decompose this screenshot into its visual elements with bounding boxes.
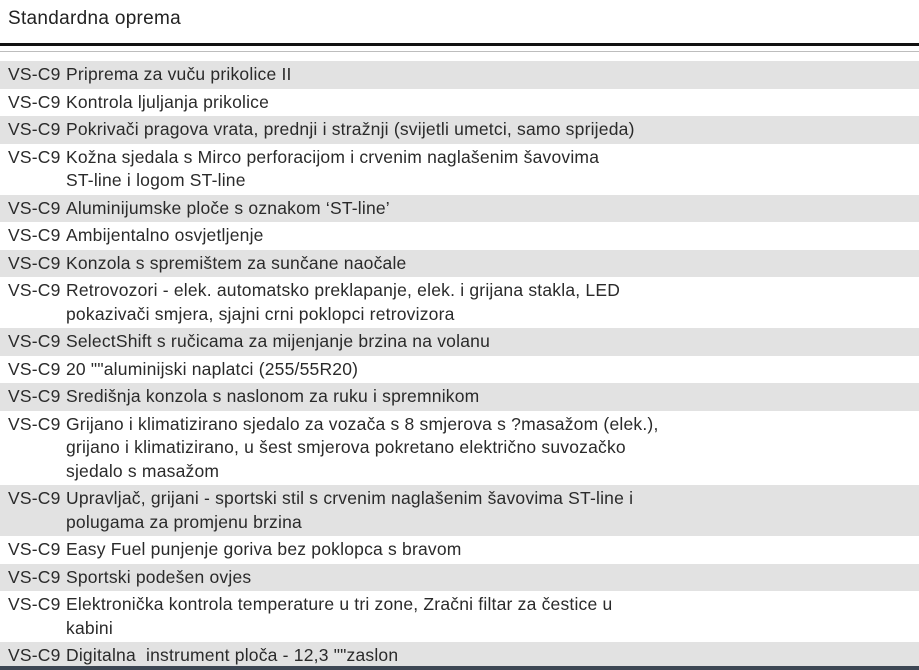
description-line: ST-line i logom ST-line	[66, 170, 246, 190]
row-code: VS-C9	[8, 386, 61, 406]
description-line: Kontrola ljuljanja prikolice	[66, 91, 270, 112]
row-description: 20 ""aluminijski naplatci (255/55R20)	[66, 358, 919, 382]
table-row: VS-C9 Upravljač, grijani - sportski stil …	[0, 485, 919, 536]
row-code: VS-C9	[8, 280, 61, 300]
table-row: VS-C9 Kožna sjedala s Mirco perforacijom …	[0, 144, 919, 195]
row-description: Konzola s spremištem za sunčane naočale	[66, 252, 919, 276]
description-line: Aluminijumske ploče s oznakom ‘ST-line’	[66, 197, 390, 218]
table-row: VS-C9 Aluminijumske ploče s oznakom ‘ST-l…	[0, 194, 919, 222]
table-row: VS-C9 Središnja konzola s naslonom za ruk…	[0, 383, 919, 411]
row-code: VS-C9	[8, 64, 61, 84]
row-code: VS-C9	[8, 594, 61, 614]
header-rule	[0, 43, 919, 52]
row-code: VS-C9	[8, 91, 61, 112]
row-code: VS-C9	[8, 645, 61, 665]
description-line: grijano i klimatizirano, u šest smjerova…	[66, 437, 626, 457]
table-row: VS-C9 Sportski podešen ovjes	[0, 563, 919, 591]
table-row: VS-C9 Ambijentalno osvjetljenje	[0, 222, 919, 250]
row-description: Ambijentalno osvjetljenje	[66, 224, 919, 248]
row-description: Digitalna instrument ploča - 12,3 ""zasl…	[66, 644, 919, 668]
description-line: Upravljač, grijani - sportski stil s crv…	[66, 488, 634, 508]
row-description: Retrovozori - elek. automatsko preklapan…	[66, 279, 919, 326]
equipment-table: VS-C9 Priprema za vuču prikolice II VS-C9 K…	[0, 61, 919, 670]
description-line: pokazivači smjera, sjajni crni poklopci …	[66, 303, 455, 324]
bottom-rule	[0, 666, 919, 670]
row-code: VS-C9	[8, 539, 61, 559]
page-title: Standardna oprema	[8, 8, 182, 29]
row-description: Pokrivači pragova vrata, prednji i straž…	[66, 118, 919, 142]
description-line: kabini	[66, 617, 113, 638]
row-description: Grijano i klimatizirano sjedalo za vozač…	[66, 413, 919, 484]
description-line: Konzola s spremištem za sunčane naočale	[66, 252, 407, 273]
row-code: VS-C9	[8, 119, 61, 139]
description-line: Elektronička kontrola temperature u tri …	[66, 594, 613, 614]
description-line: SelectShift s ručicama za mijenjanje brz…	[66, 331, 491, 351]
row-description: Upravljač, grijani - sportski stil s crv…	[66, 487, 919, 534]
table-row: VS-C9 Kontrola ljuljanja prikolice	[0, 89, 919, 117]
row-code: VS-C9	[8, 146, 61, 167]
table-row: VS-C9 20 ""aluminijski naplatci (255/55R2…	[0, 356, 919, 384]
row-description: Elektronička kontrola temperature u tri …	[66, 593, 919, 640]
table-row: VS-C9 Priprema za vuču prikolice II	[0, 61, 919, 89]
description-line: Pokrivači pragova vrata, prednji i straž…	[66, 119, 635, 139]
table-row: VS-C9 Grijano i klimatizirano sjedalo za …	[0, 411, 919, 486]
description-line: Digitalna instrument ploča - 12,3 ""zasl…	[66, 645, 399, 665]
row-description: SelectShift s ručicama za mijenjanje brz…	[66, 330, 919, 354]
row-code: VS-C9	[8, 358, 61, 379]
description-line: Grijano i klimatizirano sjedalo za vozač…	[66, 413, 659, 434]
row-description: Easy Fuel punjenje goriva bez poklopca s…	[66, 538, 919, 562]
description-line: polugama za promjenu brzina	[66, 511, 302, 532]
table-row: VS-C9 Pokrivači pragova vrata, prednji i …	[0, 116, 919, 144]
description-line: Sportski podešen ovjes	[66, 566, 252, 587]
row-code: VS-C9	[8, 331, 61, 351]
row-description: Aluminijumske ploče s oznakom ‘ST-line’	[66, 197, 919, 221]
row-code: VS-C9	[8, 566, 61, 587]
row-code: VS-C9	[8, 225, 61, 245]
description-line: Središnja konzola s naslonom za ruku i s…	[66, 386, 480, 406]
description-line: Ambijentalno osvjetljenje	[66, 225, 264, 245]
table-row: VS-C9 Retrovozori - elek. automatsko prek…	[0, 277, 919, 328]
table-row: VS-C9 Elektronička kontrola temperature u…	[0, 591, 919, 642]
table-row: VS-C9 Konzola s spremištem za sunčane nao…	[0, 249, 919, 277]
row-description: Priprema za vuču prikolice II	[66, 63, 919, 87]
description-line: Easy Fuel punjenje goriva bez poklopca s…	[66, 539, 462, 559]
description-line: sjedalo s masažom	[66, 460, 220, 481]
description-line: Priprema za vuču prikolice II	[66, 64, 292, 84]
description-line: 20 ""aluminijski naplatci (255/55R20)	[66, 358, 359, 379]
description-line: Retrovozori - elek. automatsko preklapan…	[66, 280, 621, 300]
table-row: VS-C9 Digitalna instrument ploča - 12,3 "…	[0, 642, 919, 670]
row-description: Sportski podešen ovjes	[66, 566, 919, 590]
row-code: VS-C9	[8, 488, 61, 508]
row-code: VS-C9	[8, 252, 61, 273]
row-code: VS-C9	[8, 197, 61, 218]
row-code: VS-C9	[8, 413, 61, 434]
table-row: VS-C9 Easy Fuel punjenje goriva bez poklo…	[0, 536, 919, 564]
row-description: Središnja konzola s naslonom za ruku i s…	[66, 385, 919, 409]
description-line: Kožna sjedala s Mirco perforacijom i crv…	[66, 146, 600, 167]
table-row: VS-C9 SelectShift s ručicama za mijenjanj…	[0, 328, 919, 356]
row-description: Kožna sjedala s Mirco perforacijom i crv…	[66, 146, 919, 193]
row-description: Kontrola ljuljanja prikolice	[66, 91, 919, 115]
